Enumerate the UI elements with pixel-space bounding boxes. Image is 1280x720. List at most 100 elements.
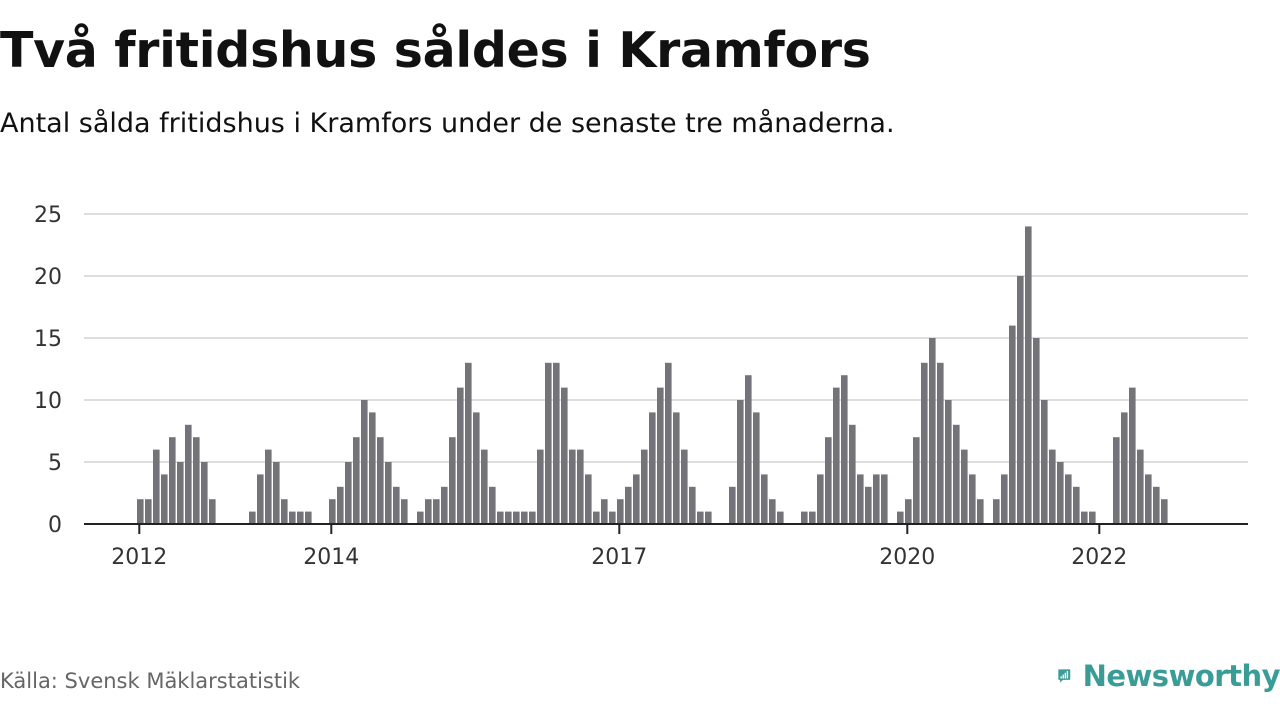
bar [1089,511,1096,524]
y-tick-label: 10 [34,389,62,414]
bar [913,437,920,524]
bar [897,511,904,524]
bar [481,449,488,524]
bar [505,511,512,524]
bar [289,511,296,524]
bar [209,499,216,524]
bar [1009,325,1016,524]
bar [281,499,288,524]
x-tick-label: 2017 [591,545,647,570]
bar [457,387,464,524]
bar [433,499,440,524]
bar [825,437,832,524]
bar [297,511,304,524]
y-axis-ticks: 0 5 10 15 20 25 [34,203,62,538]
bar [665,362,672,524]
bar [833,387,840,524]
bar [1145,474,1152,524]
x-tick-label: 2012 [111,545,167,570]
bar [1001,474,1008,524]
bar [633,474,640,524]
bars [137,226,1168,524]
bar [945,400,952,524]
bar [257,474,264,524]
bar [929,338,936,524]
bar [329,499,336,524]
chart-subtitle: Antal sålda fritidshus i Kramfors under … [0,108,895,139]
bar [705,511,712,524]
bar [969,474,976,524]
bar [737,400,744,524]
bar [809,511,816,524]
bar [753,412,760,524]
bar [1129,387,1136,524]
bar [185,424,192,524]
bar [265,449,272,524]
bar [617,499,624,524]
bar [1137,449,1144,524]
newsworthy-logo-icon [1058,669,1071,683]
bar [745,375,752,524]
annotations: 2 [1165,180,1179,186]
x-tick-label: 2020 [879,545,935,570]
bar [881,474,888,524]
bar [145,499,152,524]
bar [577,449,584,524]
bar [1025,226,1032,524]
bar [953,424,960,524]
bar [273,462,280,524]
bar [937,362,944,524]
bar [529,511,536,524]
bar [993,499,1000,524]
bar [729,486,736,524]
bar [561,387,568,524]
bar [1073,486,1080,524]
bar [841,375,848,524]
bar [681,449,688,524]
bar [537,449,544,524]
bar [801,511,808,524]
bar [361,400,368,524]
x-tick-label: 2014 [303,545,359,570]
bar [489,486,496,524]
bar [857,474,864,524]
bar [585,474,592,524]
bar [649,412,656,524]
bar [777,511,784,524]
bar [673,412,680,524]
bar [545,362,552,524]
logo-text: Newsworthy [1082,659,1280,693]
bar [1121,412,1128,524]
bar [625,486,632,524]
bar [1113,437,1120,524]
bar [345,462,352,524]
bar [393,486,400,524]
bar [865,486,872,524]
bar [473,412,480,524]
bar [305,511,312,524]
bar [369,412,376,524]
x-tick-label: 2022 [1071,545,1127,570]
bar [1033,338,1040,524]
chart-title: Två fritidshus såldes i Kramfors [0,22,871,79]
bar [449,437,456,524]
bar [401,499,408,524]
bar [249,511,256,524]
newsworthy-logo[interactable]: Newsworthy [1058,652,1280,700]
bar [465,362,472,524]
y-tick-label: 15 [34,327,62,352]
bar [593,511,600,524]
bar [153,449,160,524]
bar [697,511,704,524]
bar [769,499,776,524]
bar [609,511,616,524]
data-label: 2 [1165,180,1179,186]
bar [521,511,528,524]
bar [1081,511,1088,524]
bar [177,462,184,524]
bar [921,362,928,524]
bar [417,511,424,524]
bar [961,449,968,524]
bar [497,511,504,524]
source-note: Källa: Svensk Mäklarstatistik [0,669,301,693]
